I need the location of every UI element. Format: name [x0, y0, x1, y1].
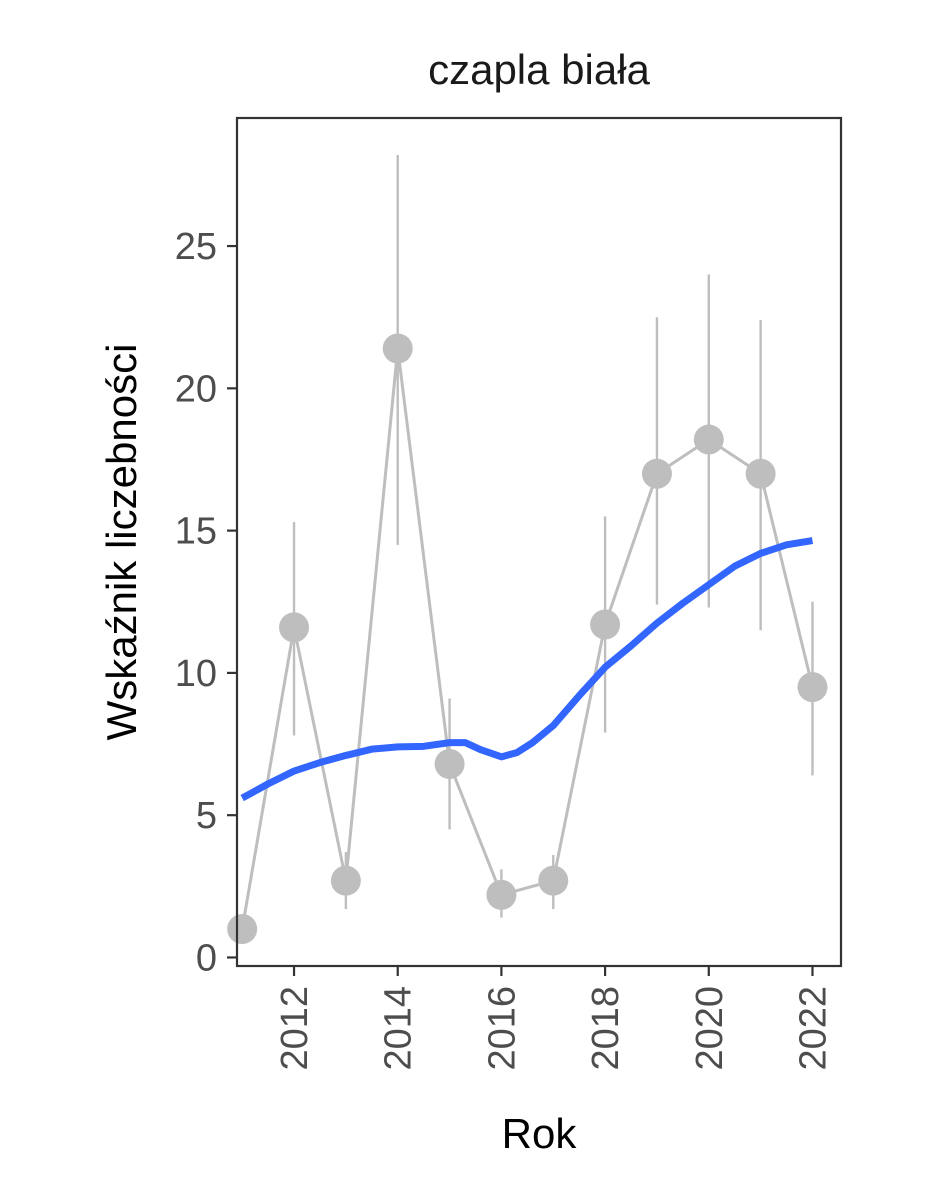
- data-point: [693, 424, 724, 455]
- x-tick-label: 2022: [792, 986, 834, 1071]
- y-axis-title: Wskaźnik liczebności: [98, 344, 145, 741]
- y-tick-label: 20: [175, 368, 217, 410]
- y-axis: 0 5 10 15 20 25: [175, 226, 237, 979]
- x-tick-label: 2016: [481, 986, 523, 1071]
- x-tick-label: 2012: [274, 986, 316, 1071]
- trend-line: [240, 537, 814, 802]
- y-tick-label: 5: [196, 795, 217, 837]
- data-point: [641, 458, 672, 489]
- chart-title: czapla biała: [428, 46, 650, 93]
- x-tick-label: 2020: [689, 986, 731, 1071]
- data-point: [382, 333, 413, 364]
- data-point: [434, 748, 465, 779]
- data-point: [590, 609, 621, 640]
- x-tick-label: 2014: [378, 986, 420, 1071]
- data-point: [279, 612, 310, 643]
- data-point: [538, 865, 569, 896]
- y-tick-label: 25: [175, 226, 217, 268]
- x-axis: 2012 2014 2016 2018 2020 2022: [274, 966, 834, 1071]
- data-point: [330, 865, 361, 896]
- y-tick-label: 10: [175, 653, 217, 695]
- data-point: [745, 458, 776, 489]
- observed-line: [240, 346, 814, 930]
- x-axis-title: Rok: [502, 1110, 578, 1157]
- x-tick-label: 2018: [585, 986, 627, 1071]
- data-point: [797, 672, 828, 703]
- y-tick-label: 15: [175, 511, 217, 553]
- data-point: [227, 914, 258, 945]
- plot-frame: [235, 116, 843, 968]
- data-point: [486, 879, 517, 910]
- plot-area: [227, 154, 828, 945]
- y-tick-label: 0: [196, 937, 217, 979]
